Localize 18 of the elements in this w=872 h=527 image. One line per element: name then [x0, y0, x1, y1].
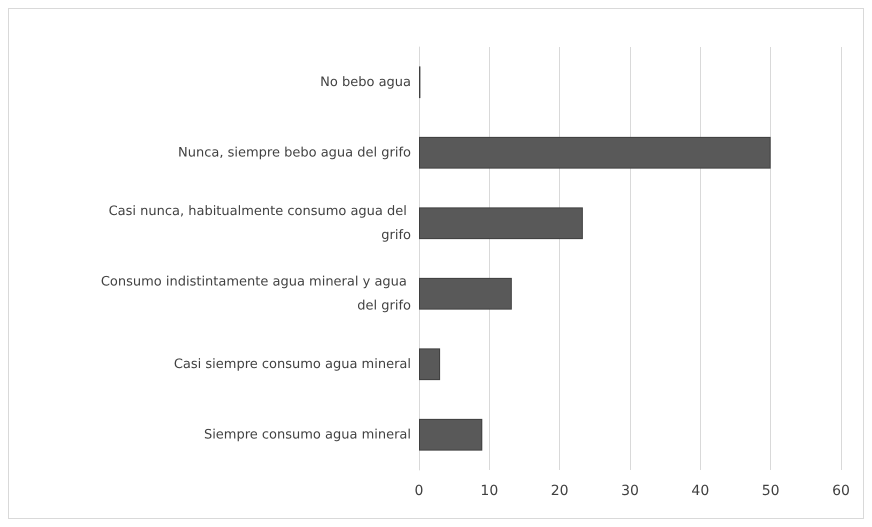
x-tick-label: 30 [621, 483, 639, 499]
y-tick-label: Consumo indistintamente agua mineral y agua del grifo [100, 274, 412, 314]
x-tick-label: 0 [414, 483, 424, 499]
y-tick-label: Nunca, siempre bebo agua del grifo [178, 145, 412, 160]
x-tick-label: 20 [550, 483, 569, 499]
bar [419, 348, 440, 380]
x-tick-label: 60 [832, 483, 850, 499]
y-tick-label: Casi siempre consumo agua mineral [174, 356, 411, 372]
bar [419, 278, 512, 310]
bar [419, 136, 771, 169]
y-tick-label: Siempre consumo agua mineral [204, 427, 411, 442]
x-tick-label: 50 [762, 483, 780, 499]
bar [419, 207, 583, 240]
y-tick-label: No bebo agua [320, 74, 411, 90]
bar [419, 418, 482, 451]
y-tick-label: Casi nunca, habitualmente consumo agua del grifo [108, 204, 412, 243]
x-tick-label: 40 [691, 483, 710, 499]
x-tick-label: 10 [480, 483, 498, 499]
